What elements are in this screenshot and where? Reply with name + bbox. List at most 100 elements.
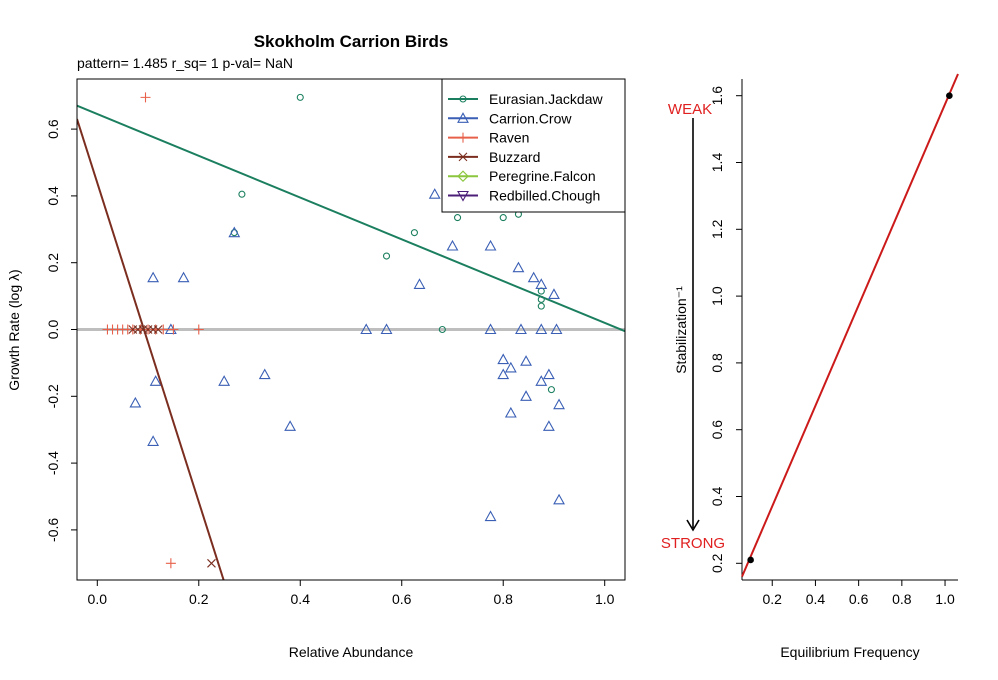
data-point-circle [438,325,446,334]
x-tick-label: 0.4 [291,591,311,607]
data-point-circle [547,386,555,394]
stabilization-panel: 0.2 0.4 0.6 0.8 1.0 0.2 0.4 0.6 0.8 1.0 1.2 1.4 1.6W… [661,73,959,660]
legend-label: Eurasian.Jackdaw [489,91,604,107]
x-tick-label: 1.0 [935,591,955,607]
data-point-triangle [497,368,510,380]
data-point-triangle [147,435,160,446]
data-point-triangle [497,353,510,365]
x-axis-label: Equilibrium Frequency [780,644,919,660]
data-point-triangle [258,368,271,380]
data-point-plus [158,324,169,335]
data-point-triangle [428,188,441,199]
data-point-circle [537,302,545,310]
legend-box [441,78,626,213]
data-point-triangle [542,420,555,431]
y-tick-label: 1.2 [709,219,725,239]
data-point-triangle [520,355,532,366]
y-tick-label: 0.4 [709,487,725,507]
chart-subtitle: pattern= 1.485 r_sq= 1 p-val= NaN [77,55,293,71]
legend-label: Carrion.Crow [489,110,572,126]
y-tick-label: 0.4 [45,186,61,206]
y-tick-label: 0.2 [45,253,61,273]
stability-arrow-head [686,519,700,532]
data-point-x [207,558,216,568]
data-point-triangle [228,226,241,238]
data-point-triangle [284,420,297,431]
stabilization-line [741,73,959,578]
y-tick-label: 1.0 [709,286,725,306]
y-tick-label: 1.4 [709,153,725,173]
x-tick-label: 0.8 [493,591,513,607]
legend-swatch-marker [459,95,467,103]
data-point-triangle [512,261,525,273]
data-point-triangle [553,398,565,410]
data-point-circle [537,287,545,295]
strong-annotation: STRONG [661,535,725,552]
data-point-triangle [484,323,497,335]
data-point-circle [238,190,246,198]
x-axis-label: Relative Abundance [289,644,414,660]
data-point-triangle [504,406,517,418]
data-point-circle [382,252,391,260]
data-point-triangle [413,278,426,289]
legend-swatch-marker [457,170,469,182]
legend-label: Peregrine.Falcon [489,168,596,184]
data-point-triangle [535,375,548,386]
data-point-triangle [177,271,190,283]
data-point-triangle [548,288,560,299]
y-axis-label: Stabilization⁻¹ [673,286,689,374]
data-point-triangle [149,375,162,386]
x-tick-label: 0.4 [806,591,826,607]
x-tick-label: 0.2 [189,591,209,607]
data-point-triangle [550,323,563,335]
data-point-triangle [535,278,548,289]
data-point-circle [296,93,304,101]
data-point-triangle [484,239,497,251]
legend-swatch-marker [457,112,469,123]
data-point-triangle [535,323,548,335]
y-tick-label: 0.6 [709,420,725,440]
data-point-triangle [542,368,555,380]
y-tick-label: 0.2 [709,553,725,573]
y-tick-label: 0.6 [45,119,61,139]
weak-annotation: WEAK [668,101,712,118]
data-point-triangle [380,323,393,335]
data-point-triangle [218,375,231,386]
chart-title: Skokholm Carrion Birds [254,32,449,51]
trend-line [77,104,625,333]
legend-swatch-marker [458,152,468,162]
data-point-plus [140,92,151,103]
y-tick-label: -0.2 [45,384,61,408]
data-point-plus [193,324,204,335]
data-point-triangle [515,323,527,335]
data-point-triangle [527,271,540,283]
data-point-triangle [360,323,373,335]
legend-label: Redbilled.Chough [489,188,600,204]
y-tick-label: 0.8 [709,353,725,373]
data-point-triangle [504,361,517,373]
data-point-triangle [553,493,565,505]
x-tick-label: 0.8 [892,591,912,607]
data-point-triangle [147,271,160,283]
legend: Eurasian.Jackdaw Carrion.Crow Raven Buzzard… [441,78,626,213]
y-tick-label: -0.6 [45,518,61,542]
legend-swatch-marker [457,190,469,202]
equilibrium-point [946,92,953,99]
data-point-plus [165,558,176,569]
trend-line [77,118,225,580]
data-point-circle [410,229,418,237]
data-point-triangle [520,390,532,401]
y-axis-label: Growth Rate (log λ) [6,269,22,390]
data-point-triangle [446,239,459,251]
data-point-circle [454,214,462,222]
legend-swatch-marker [458,132,468,143]
x-tick-label: 0.6 [849,591,869,607]
y-tick-label: -0.4 [45,451,61,475]
data-point-triangle [484,510,497,522]
legend-label: Buzzard [489,149,540,165]
data-point-triangle [129,396,142,408]
equilibrium-point [747,556,754,564]
data-point-plus [168,324,179,335]
x-tick-label: 1.0 [595,591,615,607]
